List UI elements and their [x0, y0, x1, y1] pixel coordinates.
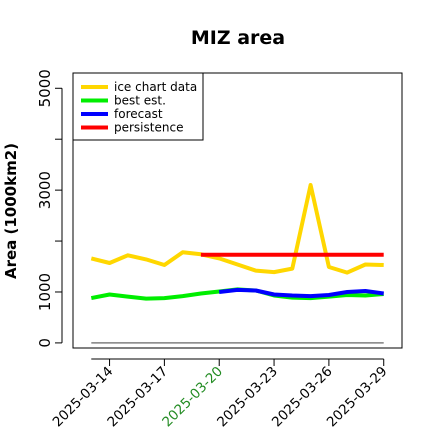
y-axis: 0 1000 3000 5000	[36, 69, 63, 348]
series-line-forecast	[218, 287, 384, 299]
legend-label: ice chart data	[114, 80, 197, 94]
plot-frame	[72, 72, 403, 349]
y-tick-label: 3000	[36, 171, 54, 209]
y-tick-label: 5000	[36, 69, 54, 107]
series-line-ice-chart-data	[90, 183, 384, 275]
y-tick-label: 0	[36, 338, 54, 348]
chart-title: MIZ area	[191, 27, 285, 49]
legend-label: persistence	[114, 121, 183, 135]
legend-label: best est.	[114, 94, 166, 108]
y-tick-label: 1000	[36, 273, 54, 311]
y-axis-label: Area (1000km2)	[2, 143, 20, 279]
legend-label: forecast	[114, 107, 163, 121]
series-layer	[90, 183, 384, 344]
x-axis: 2025-03-142025-03-172025-03-202025-03-23…	[50, 358, 391, 430]
